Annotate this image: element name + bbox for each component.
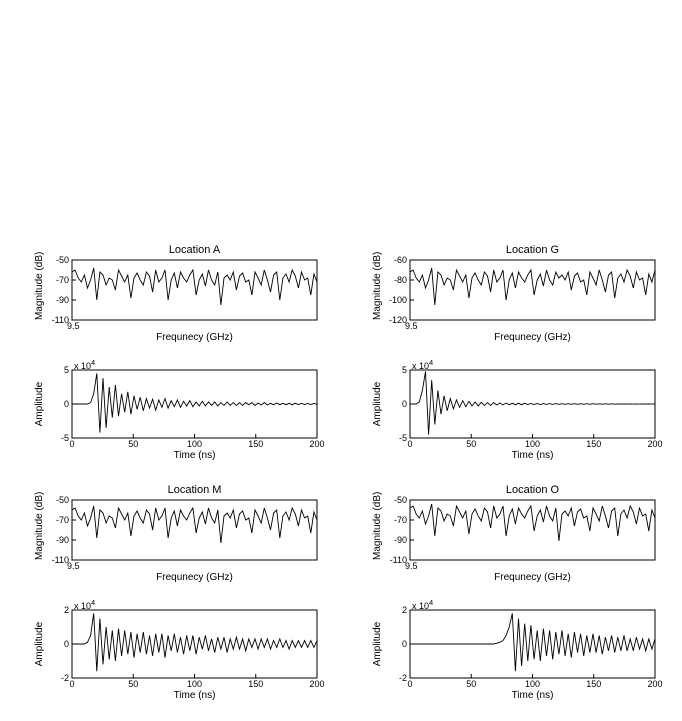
x-tick-label: 50 <box>123 679 143 689</box>
data-trace <box>410 613 655 671</box>
plot-panel: Location GMagnitude (dB)Frequnecy (GHz)-… <box>410 260 655 320</box>
data-trace <box>72 613 317 671</box>
y-tick-label: 5 <box>64 365 69 375</box>
x-axis-label: Time (ns) <box>72 690 317 701</box>
plot-svg <box>72 500 317 560</box>
x-tick-label: 0 <box>400 679 420 689</box>
y-axis-label: Amplitude <box>34 370 45 438</box>
x-tick-label: 200 <box>645 679 665 689</box>
plot-panel: x 104AmplitudeTime (ns)50-5050100150200 <box>410 370 655 438</box>
y-axis-label: Amplitude <box>372 610 383 678</box>
plot-title: Location O <box>410 484 655 496</box>
x-axis-label: Frequnecy (GHz) <box>410 332 655 343</box>
y-axis-label: Magnitude (dB) <box>34 500 45 560</box>
y-tick-label: -50 <box>56 495 69 505</box>
y-tick-label: 0 <box>64 399 69 409</box>
y-axis-label: Magnitude (dB) <box>34 260 45 320</box>
x-tick-label: 200 <box>307 679 327 689</box>
plot-title: Location G <box>410 244 655 256</box>
x-tick-label: 9.5 <box>405 561 418 571</box>
y-tick-label: 0 <box>402 399 407 409</box>
x-tick-label: 50 <box>461 439 481 449</box>
x-tick-label: 100 <box>523 439 543 449</box>
x-tick-label: 0 <box>62 679 82 689</box>
y-tick-label: -90 <box>56 295 69 305</box>
x-axis-label: Time (ns) <box>72 450 317 461</box>
plot-panel: Location AMagnitude (dB)Frequnecy (GHz)-… <box>72 260 317 320</box>
y-tick-label: -50 <box>394 495 407 505</box>
y-tick-label: -100 <box>389 295 407 305</box>
plot-svg <box>410 500 655 560</box>
y-axis-label: Magnitude (dB) <box>372 500 383 560</box>
x-axis-label: Frequnecy (GHz) <box>72 332 317 343</box>
data-trace <box>72 373 317 432</box>
x-tick-label: 200 <box>307 439 327 449</box>
y-axis-label: Amplitude <box>372 370 383 438</box>
x-tick-label: 100 <box>523 679 543 689</box>
y-tick-label: -70 <box>394 515 407 525</box>
y-tick-label: -80 <box>394 275 407 285</box>
y-tick-label: 2 <box>64 605 69 615</box>
x-tick-label: 200 <box>645 439 665 449</box>
plot-panel: x 104AmplitudeTime (ns)50-5050100150200 <box>72 370 317 438</box>
x-tick-label: 150 <box>246 679 266 689</box>
plot-title: Location M <box>72 484 317 496</box>
data-trace <box>410 504 655 541</box>
data-trace <box>72 268 317 305</box>
plot-panel: Location MMagnitude (dB)Frequnecy (GHz)-… <box>72 500 317 560</box>
plot-panel: Location OMagnitude (dB)Frequnecy (GHz)-… <box>410 500 655 560</box>
plot-svg <box>72 370 317 438</box>
y-tick-label: 0 <box>64 639 69 649</box>
x-tick-label: 150 <box>584 679 604 689</box>
x-tick-label: 50 <box>123 439 143 449</box>
y-tick-label: -90 <box>394 535 407 545</box>
y-tick-label: -50 <box>56 255 69 265</box>
x-axis-label: Time (ns) <box>410 690 655 701</box>
x-tick-label: 0 <box>400 439 420 449</box>
plot-svg <box>72 610 317 678</box>
y-axis-label: Magnitude (dB) <box>372 260 383 320</box>
plot-panel: x 104AmplitudeTime (ns)20-2050100150200 <box>72 610 317 678</box>
y-tick-label: -70 <box>56 515 69 525</box>
x-tick-label: 100 <box>185 679 205 689</box>
y-tick-label: 5 <box>402 365 407 375</box>
plot-svg <box>410 260 655 320</box>
y-tick-label: -60 <box>394 255 407 265</box>
x-tick-label: 150 <box>584 439 604 449</box>
x-tick-label: 100 <box>185 439 205 449</box>
y-tick-label: 2 <box>402 605 407 615</box>
y-tick-label: -90 <box>56 535 69 545</box>
x-tick-label: 9.5 <box>67 321 80 331</box>
x-axis-label: Time (ns) <box>410 450 655 461</box>
x-tick-label: 0 <box>62 439 82 449</box>
plot-svg <box>72 260 317 320</box>
y-tick-label: -70 <box>56 275 69 285</box>
x-tick-label: 50 <box>461 679 481 689</box>
x-axis-label: Frequnecy (GHz) <box>72 572 317 583</box>
plot-title: Location A <box>72 244 317 256</box>
data-trace <box>72 506 317 543</box>
y-tick-label: 0 <box>402 639 407 649</box>
data-trace <box>410 268 655 305</box>
x-tick-label: 9.5 <box>405 321 418 331</box>
x-tick-label: 9.5 <box>67 561 80 571</box>
plot-svg <box>410 370 655 438</box>
x-axis-label: Frequnecy (GHz) <box>410 572 655 583</box>
plot-panel: x 104AmplitudeTime (ns)20-2050100150200 <box>410 610 655 678</box>
x-tick-label: 150 <box>246 439 266 449</box>
data-trace <box>410 371 655 434</box>
y-axis-label: Amplitude <box>34 610 45 678</box>
plot-svg <box>410 610 655 678</box>
